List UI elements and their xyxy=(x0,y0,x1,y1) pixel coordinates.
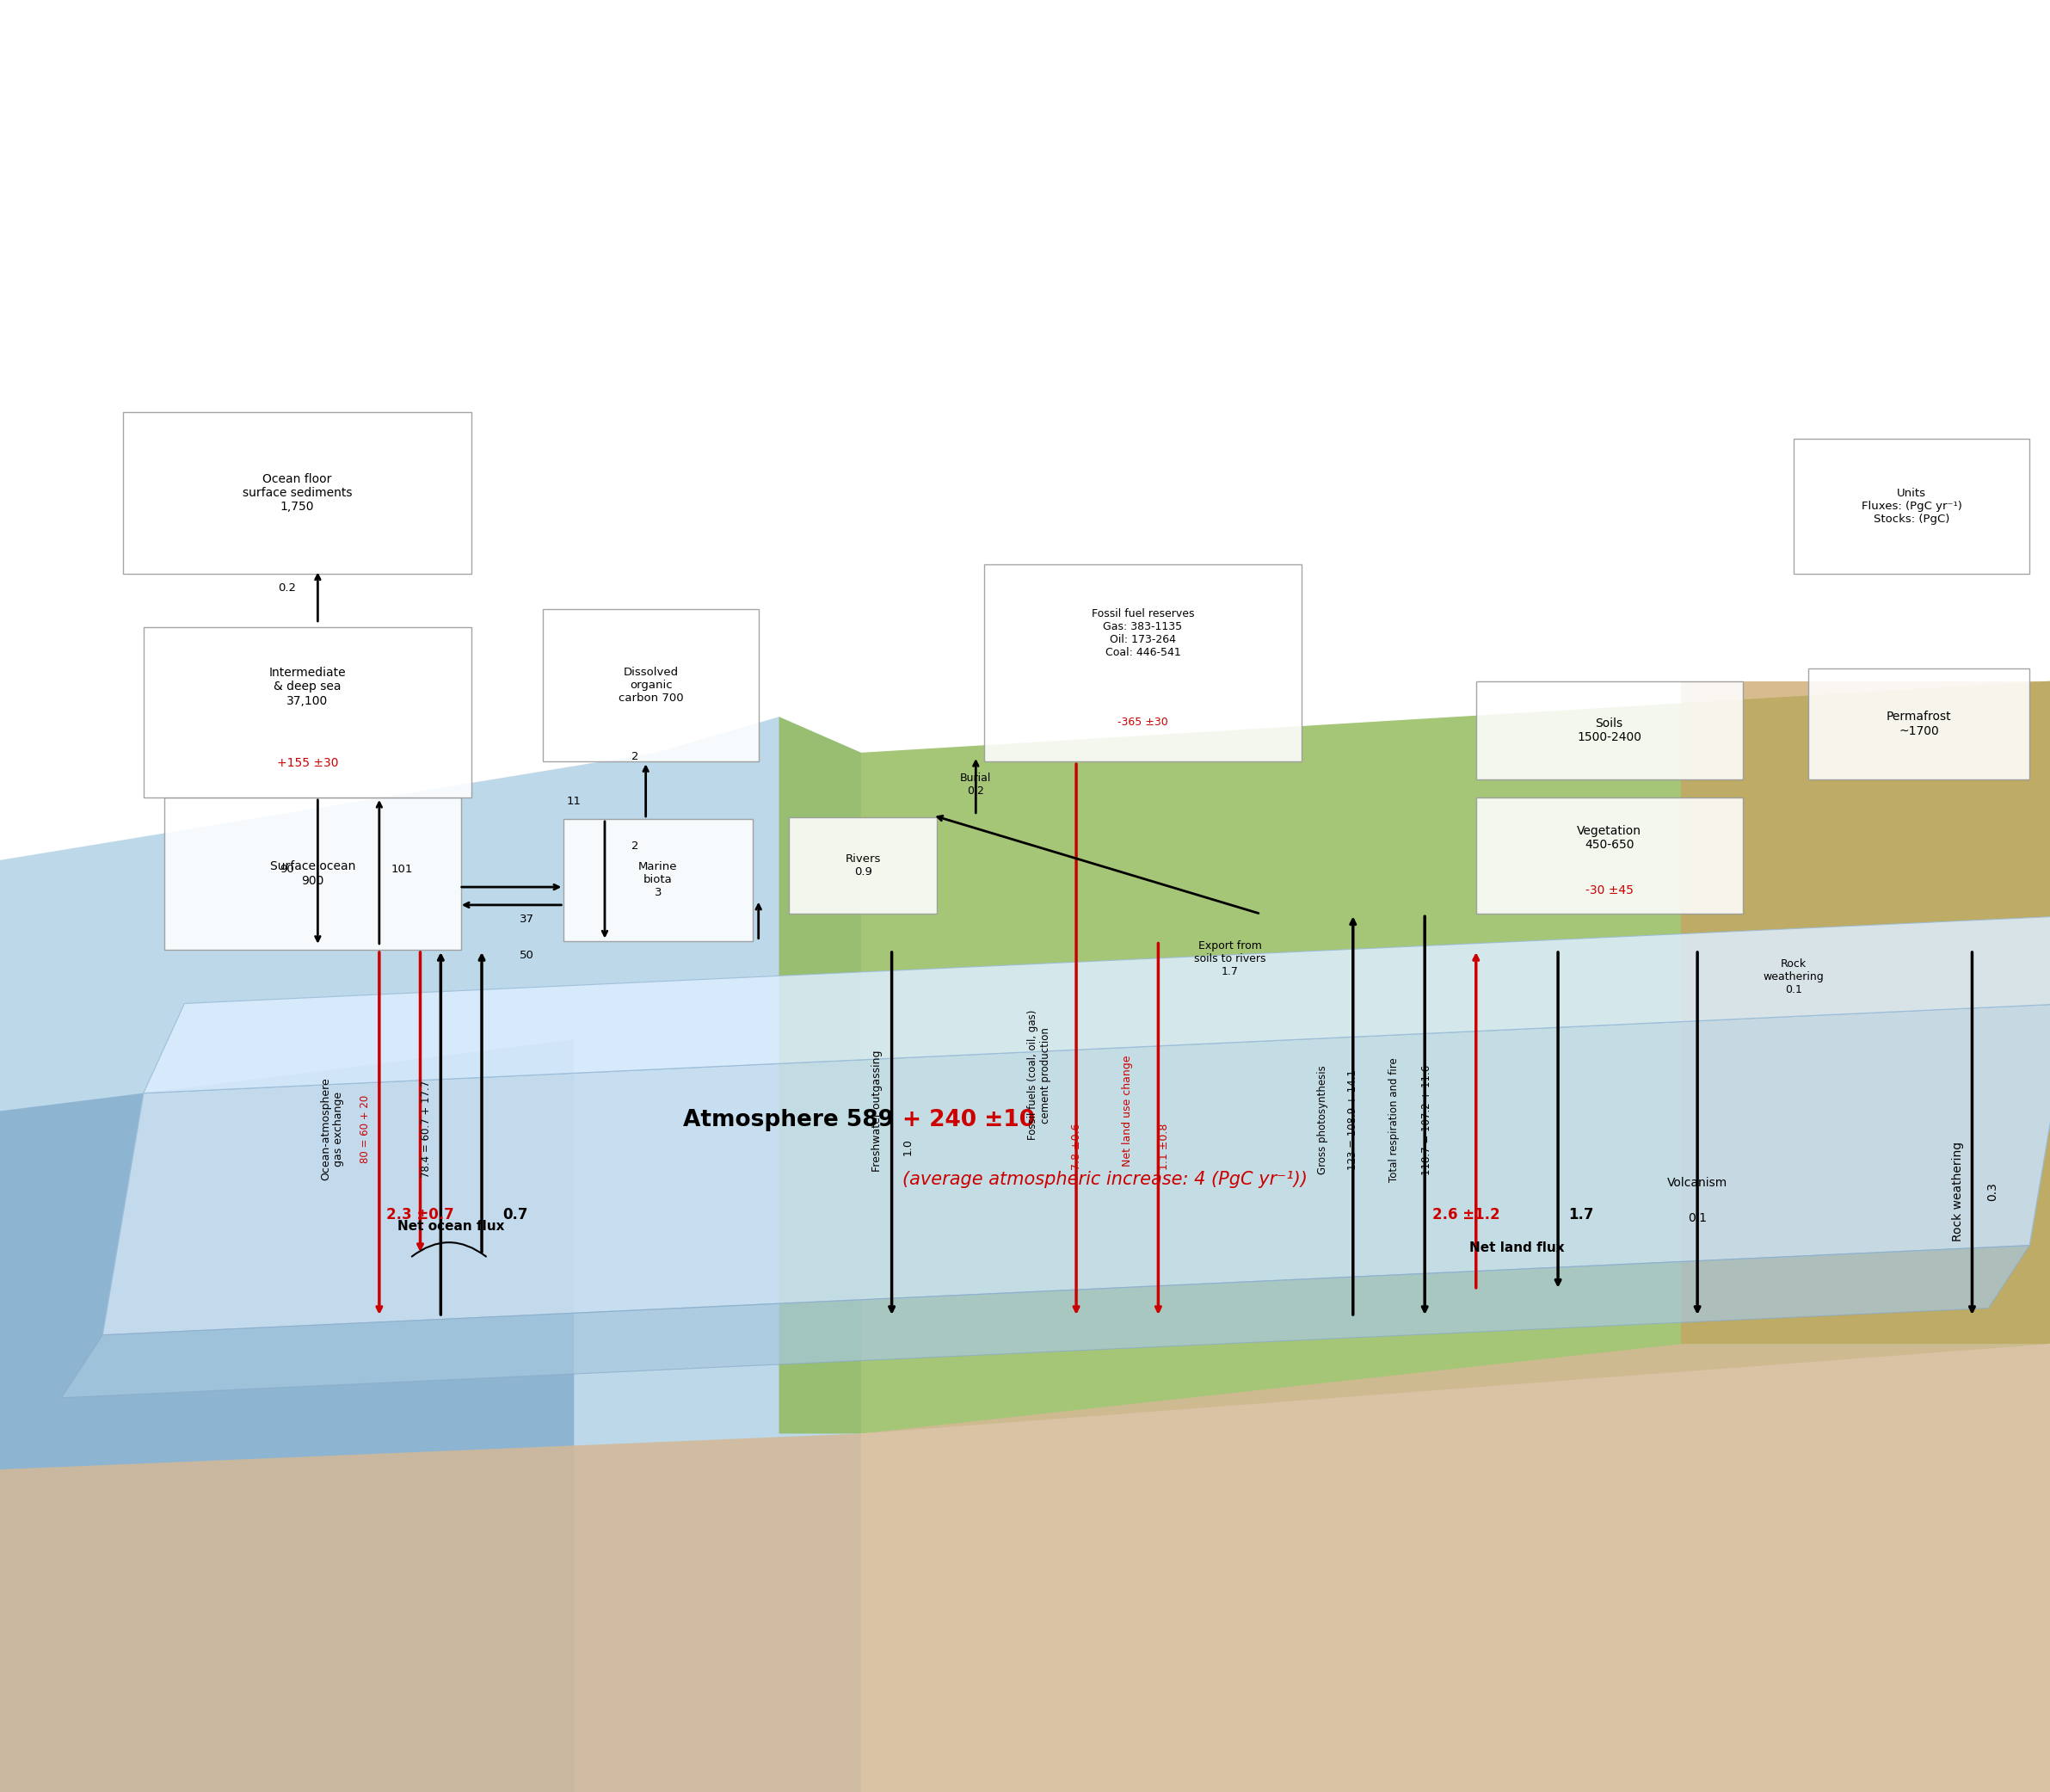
Polygon shape xyxy=(0,1039,574,1792)
Text: Export from
soils to rivers
1.7: Export from soils to rivers 1.7 xyxy=(1193,941,1267,977)
Text: 0.7: 0.7 xyxy=(502,1208,527,1222)
Text: Permafrost
~1700: Permafrost ~1700 xyxy=(1886,711,1952,737)
FancyBboxPatch shape xyxy=(543,609,758,762)
FancyBboxPatch shape xyxy=(1808,668,2030,780)
Text: +155 ±30: +155 ±30 xyxy=(277,758,338,769)
Text: Ocean-atmosphere
gas exchange: Ocean-atmosphere gas exchange xyxy=(320,1077,344,1181)
Text: 0.2: 0.2 xyxy=(279,582,295,593)
Text: 78.4 = 60.7 + 17.7: 78.4 = 60.7 + 17.7 xyxy=(420,1081,433,1177)
Text: Rivers
0.9: Rivers 0.9 xyxy=(845,853,882,878)
Text: 50: 50 xyxy=(519,950,535,961)
Text: Atmosphere 589: Atmosphere 589 xyxy=(683,1109,902,1131)
FancyBboxPatch shape xyxy=(1476,797,1742,914)
Text: Freshwater outgassing: Freshwater outgassing xyxy=(871,1050,884,1172)
Polygon shape xyxy=(779,681,2050,1434)
Text: 0.3: 0.3 xyxy=(1986,1183,1999,1201)
Text: 90: 90 xyxy=(279,864,295,874)
Text: Units
Fluxes: (PgC yr⁻¹)
Stocks: (PgC): Units Fluxes: (PgC yr⁻¹) Stocks: (PgC) xyxy=(1861,487,1962,525)
Polygon shape xyxy=(0,717,861,1792)
Text: 37: 37 xyxy=(519,914,535,925)
Text: 7.8 ±0.6: 7.8 ±0.6 xyxy=(1070,1124,1082,1170)
Text: Net land use change: Net land use change xyxy=(1121,1055,1134,1167)
Text: 1.0: 1.0 xyxy=(902,1138,914,1156)
Text: + 240 ±10: + 240 ±10 xyxy=(902,1109,1035,1131)
FancyBboxPatch shape xyxy=(984,564,1302,762)
Text: 2.6 ±1.2: 2.6 ±1.2 xyxy=(1433,1208,1499,1222)
Text: Net land flux: Net land flux xyxy=(1470,1242,1564,1254)
Text: Net ocean flux: Net ocean flux xyxy=(398,1220,504,1233)
Polygon shape xyxy=(144,914,2050,1093)
Text: 123 = 108.9 + 14.1: 123 = 108.9 + 14.1 xyxy=(1347,1070,1359,1170)
Polygon shape xyxy=(61,1245,2029,1398)
Text: Fossil fuel reserves
Gas: 383-1135
Oil: 173-264
Coal: 446-541: Fossil fuel reserves Gas: 383-1135 Oil: … xyxy=(1091,609,1195,658)
Polygon shape xyxy=(0,1344,2050,1792)
FancyBboxPatch shape xyxy=(1476,681,1742,780)
Text: 11: 11 xyxy=(566,796,582,806)
Text: 1.7: 1.7 xyxy=(1568,1208,1593,1222)
FancyBboxPatch shape xyxy=(564,819,752,941)
Text: 2.3 ±0.7: 2.3 ±0.7 xyxy=(385,1208,455,1222)
Text: 1.1 ±0.8: 1.1 ±0.8 xyxy=(1158,1124,1171,1170)
Text: Rock
weathering
0.1: Rock weathering 0.1 xyxy=(1763,959,1825,995)
Text: Ocean floor
surface sediments
1,750: Ocean floor surface sediments 1,750 xyxy=(242,473,353,513)
Polygon shape xyxy=(102,1004,2050,1335)
Text: 2: 2 xyxy=(631,751,640,762)
Text: 118.7 = 107.2 + 11.6: 118.7 = 107.2 + 11.6 xyxy=(1421,1064,1433,1176)
Text: Marine
biota
3: Marine biota 3 xyxy=(638,862,679,898)
Text: Rock weathering: Rock weathering xyxy=(1952,1142,1964,1242)
FancyBboxPatch shape xyxy=(1794,439,2030,573)
Text: 101: 101 xyxy=(392,864,412,874)
Text: 0.1: 0.1 xyxy=(1687,1213,1708,1224)
Text: Soils
1500-2400: Soils 1500-2400 xyxy=(1576,717,1642,744)
Text: (average atmospheric increase: 4 (PgC yr⁻¹)): (average atmospheric increase: 4 (PgC yr… xyxy=(902,1170,1308,1188)
Text: 2: 2 xyxy=(631,840,640,851)
Text: Gross photosynthesis: Gross photosynthesis xyxy=(1316,1066,1328,1174)
Text: Vegetation
450-650: Vegetation 450-650 xyxy=(1576,826,1642,851)
FancyBboxPatch shape xyxy=(144,627,472,797)
Text: Fossil fuels (coal, oil, gas)
cement production: Fossil fuels (coal, oil, gas) cement pro… xyxy=(1027,1011,1052,1140)
Text: Dissolved
organic
carbon 700: Dissolved organic carbon 700 xyxy=(619,667,683,704)
Text: -30 ±45: -30 ±45 xyxy=(1585,885,1634,896)
Polygon shape xyxy=(1681,681,2050,1344)
FancyBboxPatch shape xyxy=(164,797,461,950)
FancyBboxPatch shape xyxy=(789,817,937,914)
Text: Volcanism: Volcanism xyxy=(1667,1177,1728,1188)
Text: 80 = 60 + 20: 80 = 60 + 20 xyxy=(359,1095,371,1163)
Text: Intermediate
& deep sea
37,100: Intermediate & deep sea 37,100 xyxy=(269,667,346,706)
FancyBboxPatch shape xyxy=(123,412,472,573)
Text: Total respiration and fire: Total respiration and fire xyxy=(1388,1057,1400,1183)
Text: -365 ±30: -365 ±30 xyxy=(1117,717,1168,728)
Text: Surface ocean
900: Surface ocean 900 xyxy=(271,860,355,887)
Text: Burial
0.2: Burial 0.2 xyxy=(959,772,992,797)
